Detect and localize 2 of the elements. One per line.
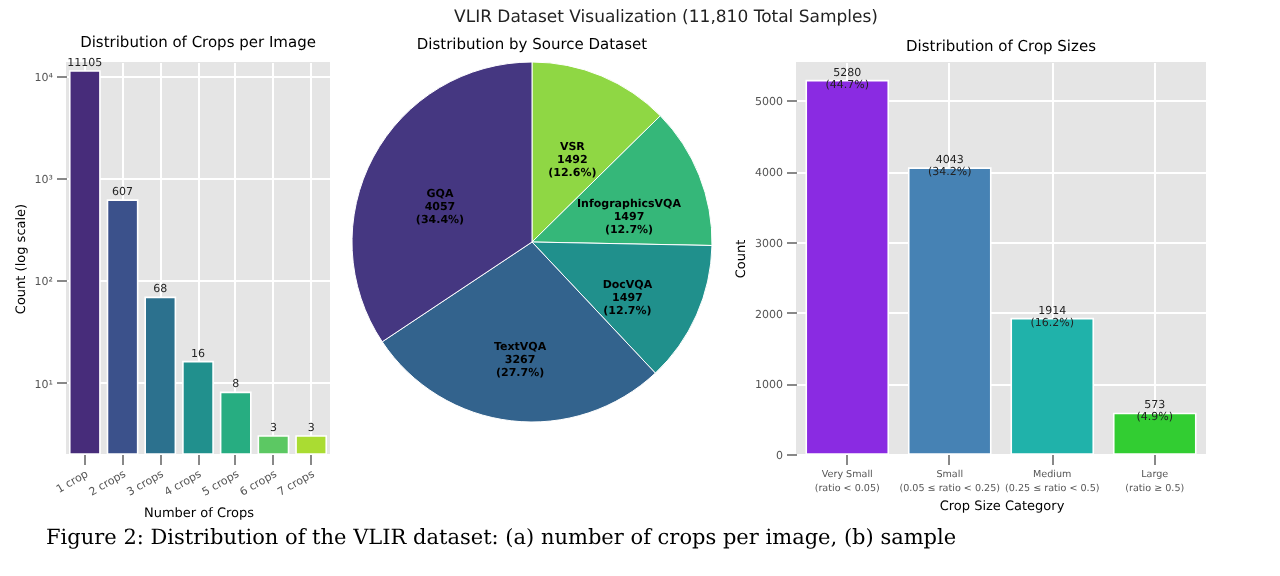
text: VLIR Dataset Visualization (11,810 Total Samples): [454, 8, 878, 28]
caption: Figure 2: Distribution of the VLIR dataset: (a) number of crops per image, (b) sample: [46, 526, 957, 550]
